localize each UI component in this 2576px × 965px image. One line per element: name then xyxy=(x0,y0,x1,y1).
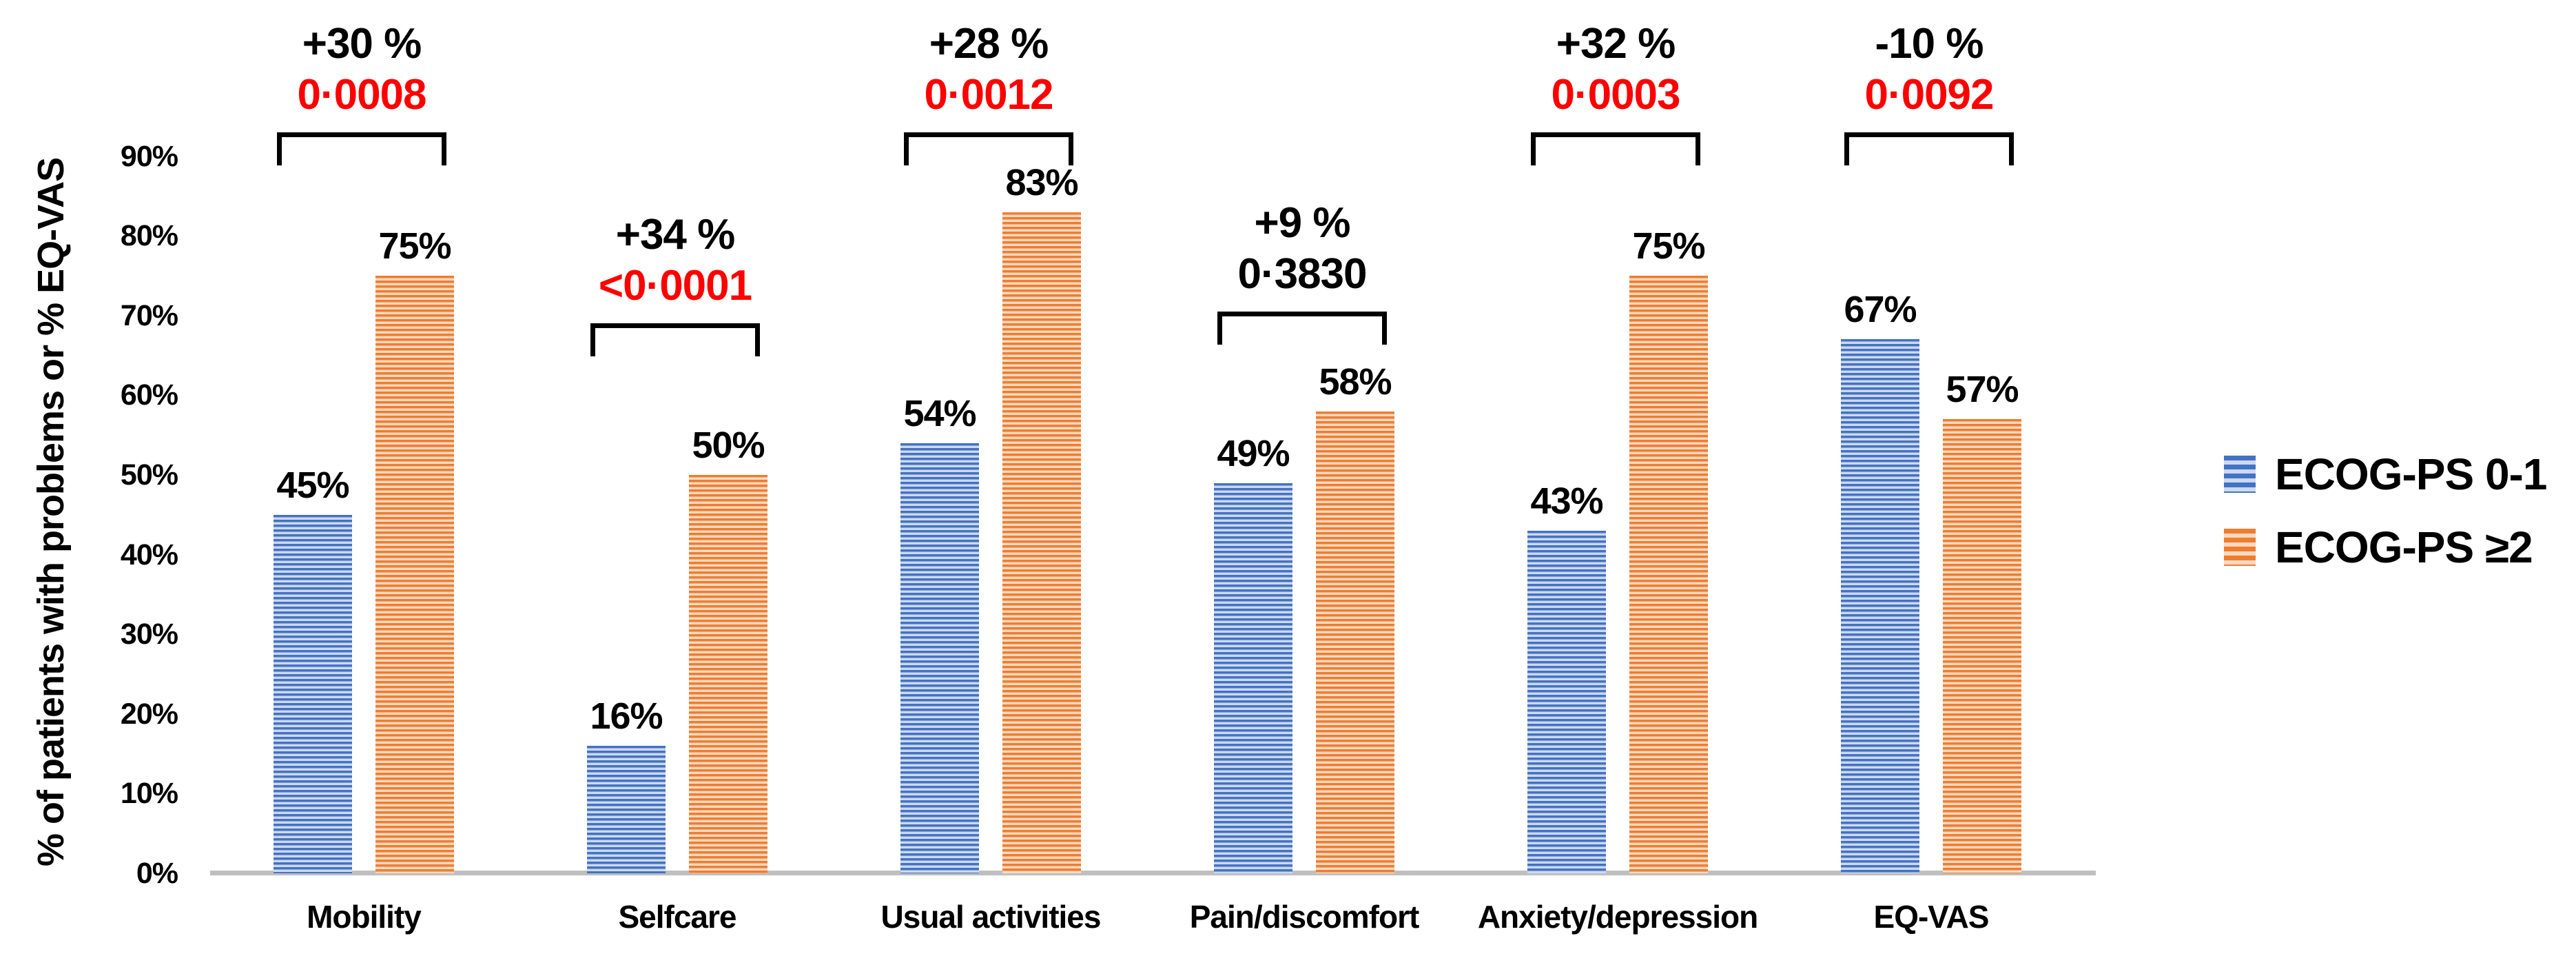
category-label-pain-discomfort: Pain/discomfort xyxy=(1189,899,1420,935)
y-tick-label: 0% xyxy=(136,857,178,890)
difference-label-usual-activities: +28 % xyxy=(929,19,1049,68)
category-label-mobility: Mobility xyxy=(307,899,422,935)
bar-pain-discomfort-series-0 xyxy=(1214,482,1292,873)
legend-swatch-icon xyxy=(2224,456,2256,493)
y-tick-label: 70% xyxy=(120,298,178,332)
bar-usual-activities-series-0 xyxy=(900,443,979,873)
difference-label-mobility: +30 % xyxy=(302,19,422,68)
p-value-label-pain-discomfort: 0·3830 xyxy=(1237,250,1367,298)
legend-item-0: ECOG-PS 0-1 xyxy=(2224,449,2547,499)
bar-selfcare-series-0 xyxy=(587,746,666,873)
category-label-usual-activities: Usual activities xyxy=(880,899,1102,935)
bar-pain-discomfort-series-1 xyxy=(1316,411,1394,873)
value-label-pain-discomfort-series-0: 49% xyxy=(1217,432,1290,474)
difference-label-anxiety-depression: +32 % xyxy=(1556,19,1676,68)
category-label-selfcare: Selfcare xyxy=(618,899,736,935)
y-tick-label: 30% xyxy=(120,618,178,651)
p-value-label-eq-vas: 0·0092 xyxy=(1864,70,1994,119)
value-label-pain-discomfort-series-1: 58% xyxy=(1319,360,1392,403)
category-label-anxiety-depression: Anxiety/depression xyxy=(1477,899,1758,935)
difference-label-selfcare: +34 % xyxy=(615,211,736,259)
significance-bracket-anxiety-depression xyxy=(1531,132,1700,165)
bar-anxiety-depression-series-1 xyxy=(1629,276,1708,873)
bar-eq-vas-series-0 xyxy=(1841,339,1919,873)
significance-bracket-eq-vas xyxy=(1844,132,2014,165)
y-tick-label: 20% xyxy=(120,697,178,731)
y-tick-label: 80% xyxy=(120,219,178,253)
value-label-eq-vas-series-1: 57% xyxy=(1946,369,2019,411)
legend-swatch-icon xyxy=(2224,529,2256,566)
x-axis-line xyxy=(210,871,2096,875)
bar-eq-vas-series-1 xyxy=(1943,419,2021,873)
y-tick-label: 60% xyxy=(120,378,178,412)
value-label-selfcare-series-1: 50% xyxy=(692,425,765,466)
y-tick-label: 40% xyxy=(120,538,178,571)
value-label-anxiety-depression-series-0: 43% xyxy=(1530,480,1603,522)
y-tick-label: 50% xyxy=(120,458,178,491)
legend-item-1: ECOG-PS ≥2 xyxy=(2224,522,2546,572)
p-value-label-anxiety-depression: 0·0003 xyxy=(1551,70,1680,119)
category-label-eq-vas: EQ-VAS xyxy=(1873,899,1990,935)
value-label-usual-activities-series-0: 54% xyxy=(903,392,976,434)
value-label-eq-vas-series-0: 67% xyxy=(1844,289,1917,331)
difference-label-pain-discomfort: +9 % xyxy=(1254,199,1350,247)
p-value-label-usual-activities: 0·0012 xyxy=(924,70,1053,119)
p-value-label-mobility: 0·0008 xyxy=(297,70,426,119)
bar-mobility-series-1 xyxy=(375,276,454,873)
bar-mobility-series-0 xyxy=(274,514,352,873)
bar-anxiety-depression-series-0 xyxy=(1527,530,1606,873)
legend: ECOG-PS 0-1 ECOG-PS ≥2 xyxy=(2224,449,2547,596)
bar-selfcare-series-1 xyxy=(689,475,767,873)
significance-bracket-usual-activities xyxy=(904,132,1073,165)
value-label-mobility-series-0: 45% xyxy=(276,464,349,506)
difference-label-eq-vas: -10 % xyxy=(1875,19,1984,68)
value-label-mobility-series-1: 75% xyxy=(378,225,451,267)
significance-bracket-selfcare xyxy=(590,323,760,357)
y-tick-label: 10% xyxy=(120,777,178,811)
value-label-anxiety-depression-series-1: 75% xyxy=(1632,225,1705,267)
y-tick-label: 90% xyxy=(120,139,178,173)
legend-label: ECOG-PS 0-1 xyxy=(2275,449,2547,499)
value-label-usual-activities-series-1: 83% xyxy=(1005,161,1078,203)
p-value-label-selfcare: <0·0001 xyxy=(598,262,752,310)
legend-label: ECOG-PS ≥2 xyxy=(2275,522,2533,572)
value-label-selfcare-series-0: 16% xyxy=(590,695,663,738)
significance-bracket-pain-discomfort xyxy=(1217,312,1387,345)
significance-bracket-mobility xyxy=(277,132,446,165)
bar-usual-activities-series-1 xyxy=(1002,212,1081,873)
